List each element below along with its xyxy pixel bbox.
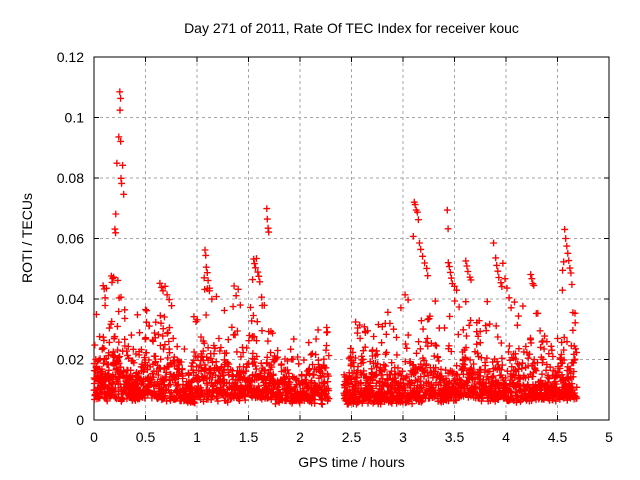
y-tick-label: 0.12 <box>57 49 84 65</box>
x-tick-label: 4 <box>502 429 510 445</box>
scatter-points <box>90 88 581 408</box>
y-tick-label: 0.1 <box>65 110 85 126</box>
x-tick-label: 2.5 <box>342 429 362 445</box>
y-axis-label: ROTI / TECUs <box>19 193 35 283</box>
y-tick-label: 0.04 <box>57 291 84 307</box>
x-tick-label: 0 <box>90 429 98 445</box>
x-tick-label: 1 <box>193 429 201 445</box>
x-tick-label: 4.5 <box>548 429 568 445</box>
x-tick-label: 2 <box>296 429 304 445</box>
y-tick-label: 0 <box>76 412 84 428</box>
x-tick-label: 1.5 <box>239 429 259 445</box>
plot-border <box>93 56 610 421</box>
x-tick-label: 0.5 <box>136 429 156 445</box>
y-tick-label: 0.02 <box>57 352 84 368</box>
x-tick-label: 3.5 <box>445 429 465 445</box>
y-tick-label: 0.06 <box>57 231 84 247</box>
chart-title: Day 271 of 2011, Rate Of TEC Index for r… <box>184 20 519 36</box>
y-tick-label: 0.08 <box>57 170 84 186</box>
x-axis-label: GPS time / hours <box>298 454 405 470</box>
x-tick-label: 5 <box>605 429 613 445</box>
x-tick-label: 3 <box>399 429 407 445</box>
